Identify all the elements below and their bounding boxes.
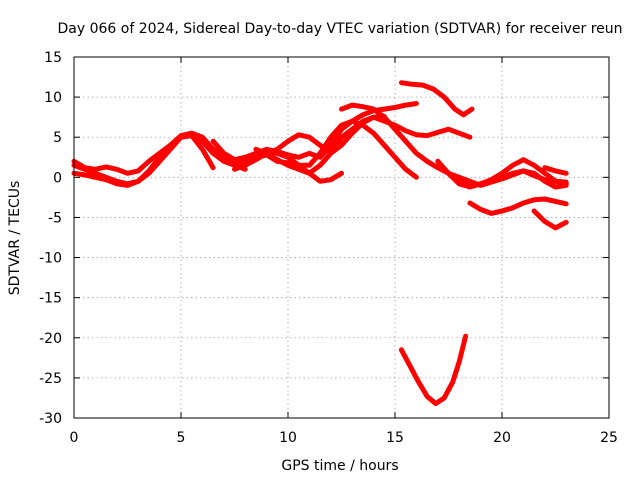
y-tick-label: 15	[44, 50, 62, 66]
series-line-s13	[531, 208, 569, 231]
x-axis-label: GPS time / hours	[281, 458, 398, 474]
y-tick-label: -30	[39, 411, 62, 427]
series-line-s12	[467, 196, 569, 216]
series-line-s7	[253, 113, 387, 176]
y-tick-label: -10	[39, 251, 62, 267]
series-line-s6	[232, 114, 473, 172]
series-line-s5	[210, 101, 419, 163]
x-tick-label: 20	[493, 430, 511, 446]
axis-ticks	[73, 56, 610, 419]
y-tick-label: -20	[39, 331, 62, 347]
y-tick-label: -25	[39, 371, 62, 387]
tick-labels: 0 5 10 15 20 25 15 10 5 0 -5 -10 -15 -20 -25 -30	[39, 50, 618, 446]
series-line-s3	[71, 133, 216, 188]
series-line-s11	[456, 157, 569, 188]
series-line-s14	[542, 165, 569, 176]
grid-lines	[74, 57, 609, 418]
data-series	[71, 80, 569, 407]
series-line-s9	[398, 80, 475, 118]
y-tick-label: -5	[48, 210, 62, 226]
y-tick-label: 0	[53, 170, 62, 186]
x-tick-label: 10	[279, 430, 297, 446]
y-tick-label: 10	[44, 90, 62, 106]
series-line-s2	[71, 130, 248, 176]
chart-title: Day 066 of 2024, Sidereal Day-to-day VTE…	[57, 21, 622, 37]
series-line-s15	[398, 333, 469, 407]
y-tick-label: 5	[53, 130, 62, 146]
x-tick-label: 25	[600, 430, 618, 446]
plot-frame	[73, 56, 610, 419]
x-tick-label: 0	[70, 430, 79, 446]
y-tick-label: -15	[39, 291, 62, 307]
y-axis-label: SDTVAR / TECUs	[7, 181, 23, 296]
x-tick-label: 5	[177, 430, 186, 446]
x-tick-label: 15	[386, 430, 404, 446]
